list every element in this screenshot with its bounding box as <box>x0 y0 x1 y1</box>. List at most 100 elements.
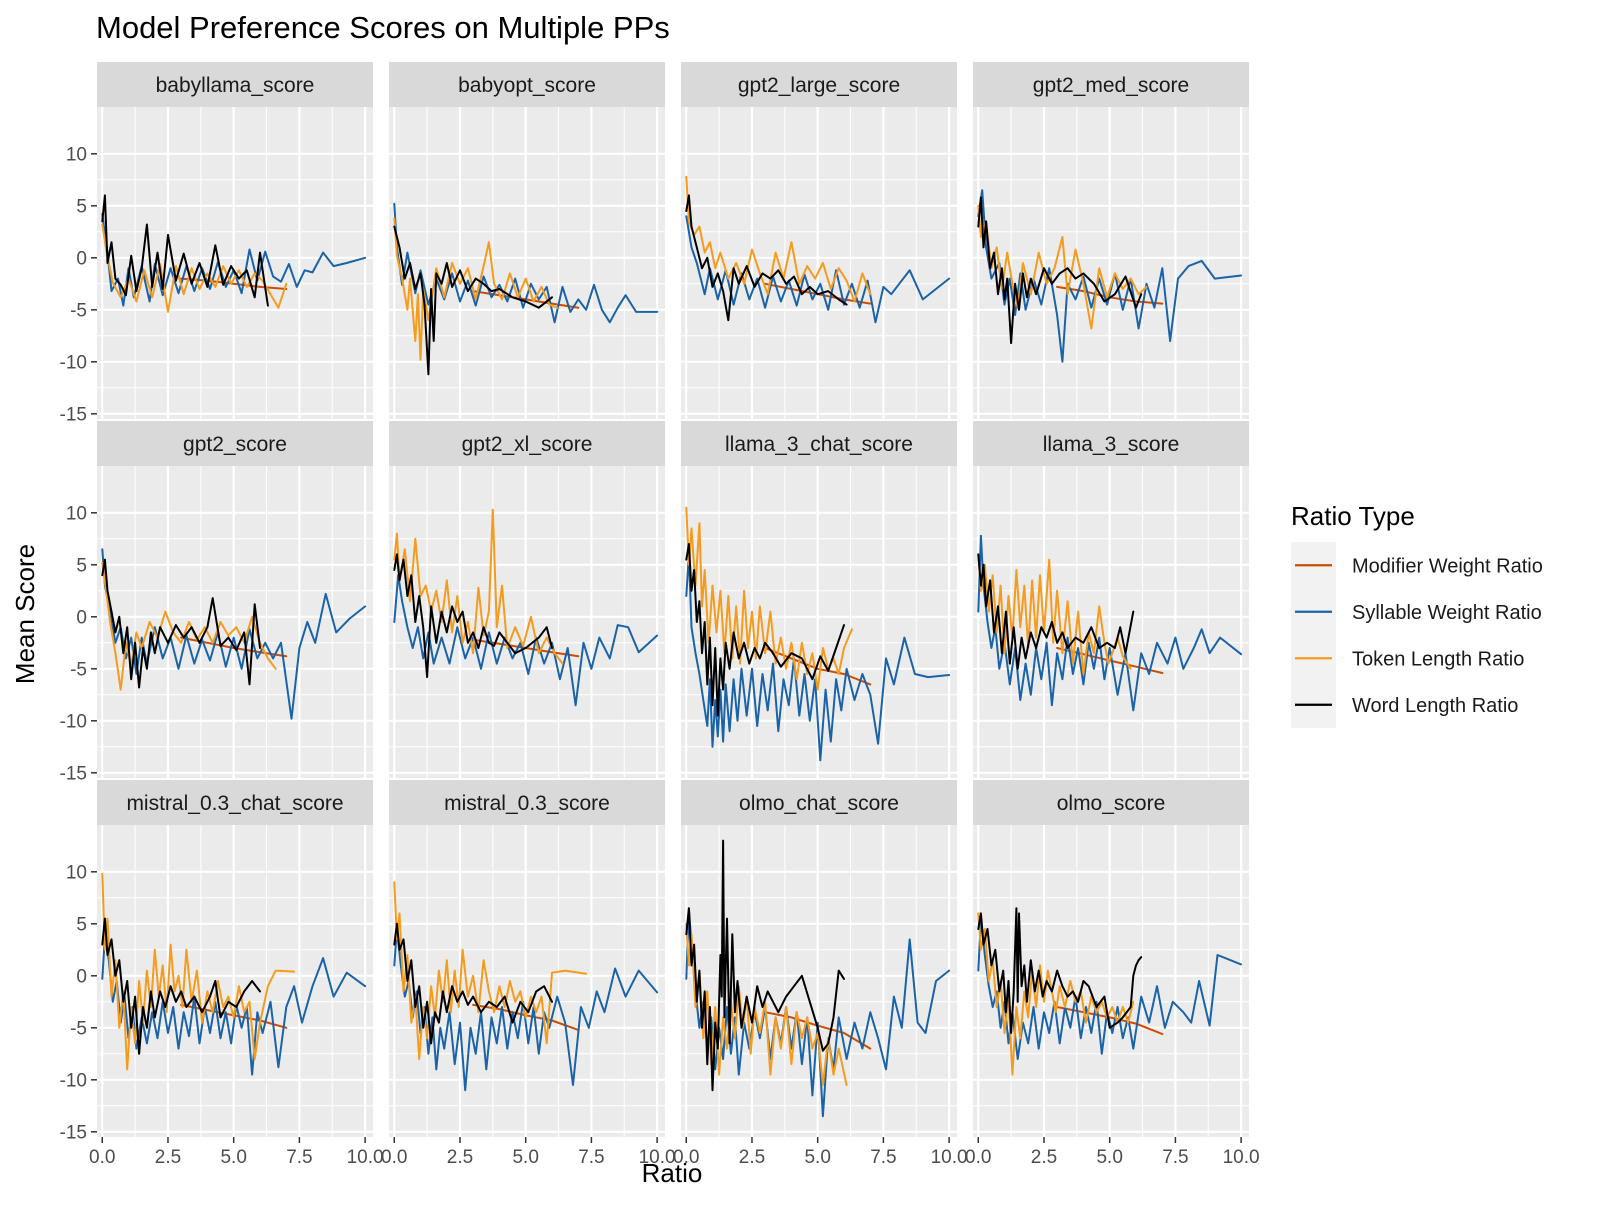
y-tick-label: 5 <box>76 914 87 935</box>
legend-label: Syllable Weight Ratio <box>1352 602 1542 624</box>
panel-series <box>977 534 1243 712</box>
x-tick-label: 10.0 <box>931 1147 968 1168</box>
x-tick-label: 0.0 <box>673 1147 699 1168</box>
facet-strip <box>681 62 957 107</box>
series-line-token-length-ratio <box>101 561 277 691</box>
y-tick-label: -10 <box>60 711 87 732</box>
facet-strip-label: olmo_chat_score <box>739 792 899 815</box>
facet-panel-olmo-chat-score: olmo_chat_score <box>681 780 957 1137</box>
x-tick-label: 2.5 <box>155 1147 181 1168</box>
legend-item-syllable-weight-ratio: Syllable Weight Ratio <box>1295 602 1542 624</box>
x-tick-label: 0.0 <box>89 1147 115 1168</box>
series-line-token-length-ratio <box>977 204 1148 330</box>
series-line-token-length-ratio <box>393 217 559 361</box>
panel-series <box>101 548 367 720</box>
legend-label: Modifier Weight Ratio <box>1352 555 1543 577</box>
facet-strip <box>389 62 665 107</box>
series-line-modifier-weight-ratio <box>764 647 872 686</box>
panel-series <box>977 189 1243 363</box>
legend: Ratio Type Modifier Weight Ratio Syllable… <box>1291 501 1543 728</box>
series-line-word-length-ratio <box>101 558 261 689</box>
panel-series <box>393 508 659 707</box>
series-line-word-length-ratio <box>393 553 553 679</box>
facet-panels: babyllama_score babyopt_score gpt2_large_s… <box>97 62 1249 1137</box>
panel-background <box>681 107 957 419</box>
panel-grid <box>389 466 665 778</box>
x-axis-title: Ratio <box>642 1158 703 1188</box>
facet-strip <box>973 421 1249 466</box>
y-tick-label: 5 <box>76 555 87 576</box>
facet-panel-gpt2-med-score: gpt2_med_score <box>973 62 1249 419</box>
facet-strip <box>973 62 1249 107</box>
series-line-word-length-ratio <box>101 917 261 1055</box>
panel-series <box>101 872 367 1076</box>
facet-panel-gpt2-large-score: gpt2_large_score <box>681 62 957 419</box>
x-tick-label: 10.0 <box>347 1147 384 1168</box>
panel-grid <box>681 107 957 419</box>
panel-grid <box>389 825 665 1137</box>
facet-panel-gpt2-xl-score: gpt2_xl_score <box>389 421 665 778</box>
x-tick-label: 7.5 <box>870 1147 896 1168</box>
x-tick-label: 2.5 <box>739 1147 765 1168</box>
y-tick-label: -15 <box>60 1122 87 1143</box>
facet-panel-babyllama-score: babyllama_score <box>97 62 373 419</box>
series-line-word-length-ratio <box>977 196 1143 345</box>
facet-panel-llama-3-score: llama_3_score <box>973 421 1249 778</box>
panel-grid <box>389 107 665 419</box>
facet-strip-label: llama_3_score <box>1043 433 1180 456</box>
y-tick-label: 0 <box>76 607 87 628</box>
y-tick-label: -15 <box>60 763 87 784</box>
facet-panel-llama-3-chat-score: llama_3_chat_score <box>681 421 957 778</box>
y-tick-label: 10 <box>66 144 87 165</box>
legend-label: Word Length Ratio <box>1352 695 1518 717</box>
panel-series <box>393 881 659 1092</box>
legend-key-background <box>1291 542 1336 728</box>
series-line-word-length-ratio <box>685 543 845 717</box>
facet-strip <box>389 780 665 825</box>
series-line-word-length-ratio <box>393 922 553 1045</box>
series-line-token-length-ratio <box>101 872 296 1071</box>
y-tick-label: -15 <box>60 404 87 425</box>
legend-item-word-length-ratio: Word Length Ratio <box>1295 695 1518 717</box>
series-line-token-length-ratio <box>685 175 872 303</box>
facet-strip <box>681 421 957 466</box>
x-tick-label: 10.0 <box>1223 1147 1260 1168</box>
facet-strip <box>389 421 665 466</box>
panel-grid <box>973 107 1249 419</box>
facet-strip-label: gpt2_med_score <box>1033 74 1189 97</box>
x-tick-label: 10.0 <box>639 1147 676 1168</box>
facet-strip-label: babyllama_score <box>156 74 315 97</box>
facet-strip-label: olmo_score <box>1057 792 1166 815</box>
series-line-syllable-weight-ratio <box>101 213 367 307</box>
series-line-word-length-ratio <box>977 553 1135 670</box>
facet-strip-label: babyopt_score <box>458 74 596 97</box>
y-tick-label: 10 <box>66 503 87 524</box>
y-tick-label: -5 <box>70 659 87 680</box>
x-tick-label: 5.0 <box>804 1147 830 1168</box>
y-tick-label: -10 <box>60 352 87 373</box>
y-tick-label: 5 <box>76 196 87 217</box>
facet-strip-label: mistral_0.3_chat_score <box>126 792 343 815</box>
series-line-token-length-ratio <box>685 922 848 1086</box>
series-line-word-length-ratio <box>685 839 845 1092</box>
facet-panel-olmo-score: olmo_score <box>973 780 1249 1137</box>
x-tick-label: 2.5 <box>447 1147 473 1168</box>
panel-background <box>97 466 373 778</box>
x-tick-label: 7.5 <box>1162 1147 1188 1168</box>
y-tick-label: -10 <box>60 1070 87 1091</box>
panel-background <box>97 825 373 1137</box>
panel-grid <box>973 466 1249 778</box>
facet-strip-label: gpt2_large_score <box>738 74 900 97</box>
y-axis: -15 -10 -5 0 5 10 -15 -10 -5 0 5 10 -15 -10 -5 0 5 10 <box>60 144 97 1143</box>
series-line-word-length-ratio <box>393 225 553 376</box>
panel-series <box>101 194 367 313</box>
facet-strip-label: llama_3_chat_score <box>725 433 913 456</box>
y-tick-label: 0 <box>76 248 87 269</box>
y-tick-label: 10 <box>66 862 87 883</box>
x-tick-label: 7.5 <box>286 1147 312 1168</box>
legend-label: Token Length Ratio <box>1352 648 1524 670</box>
y-tick-label: -5 <box>70 1018 87 1039</box>
series-line-token-length-ratio <box>685 506 853 691</box>
